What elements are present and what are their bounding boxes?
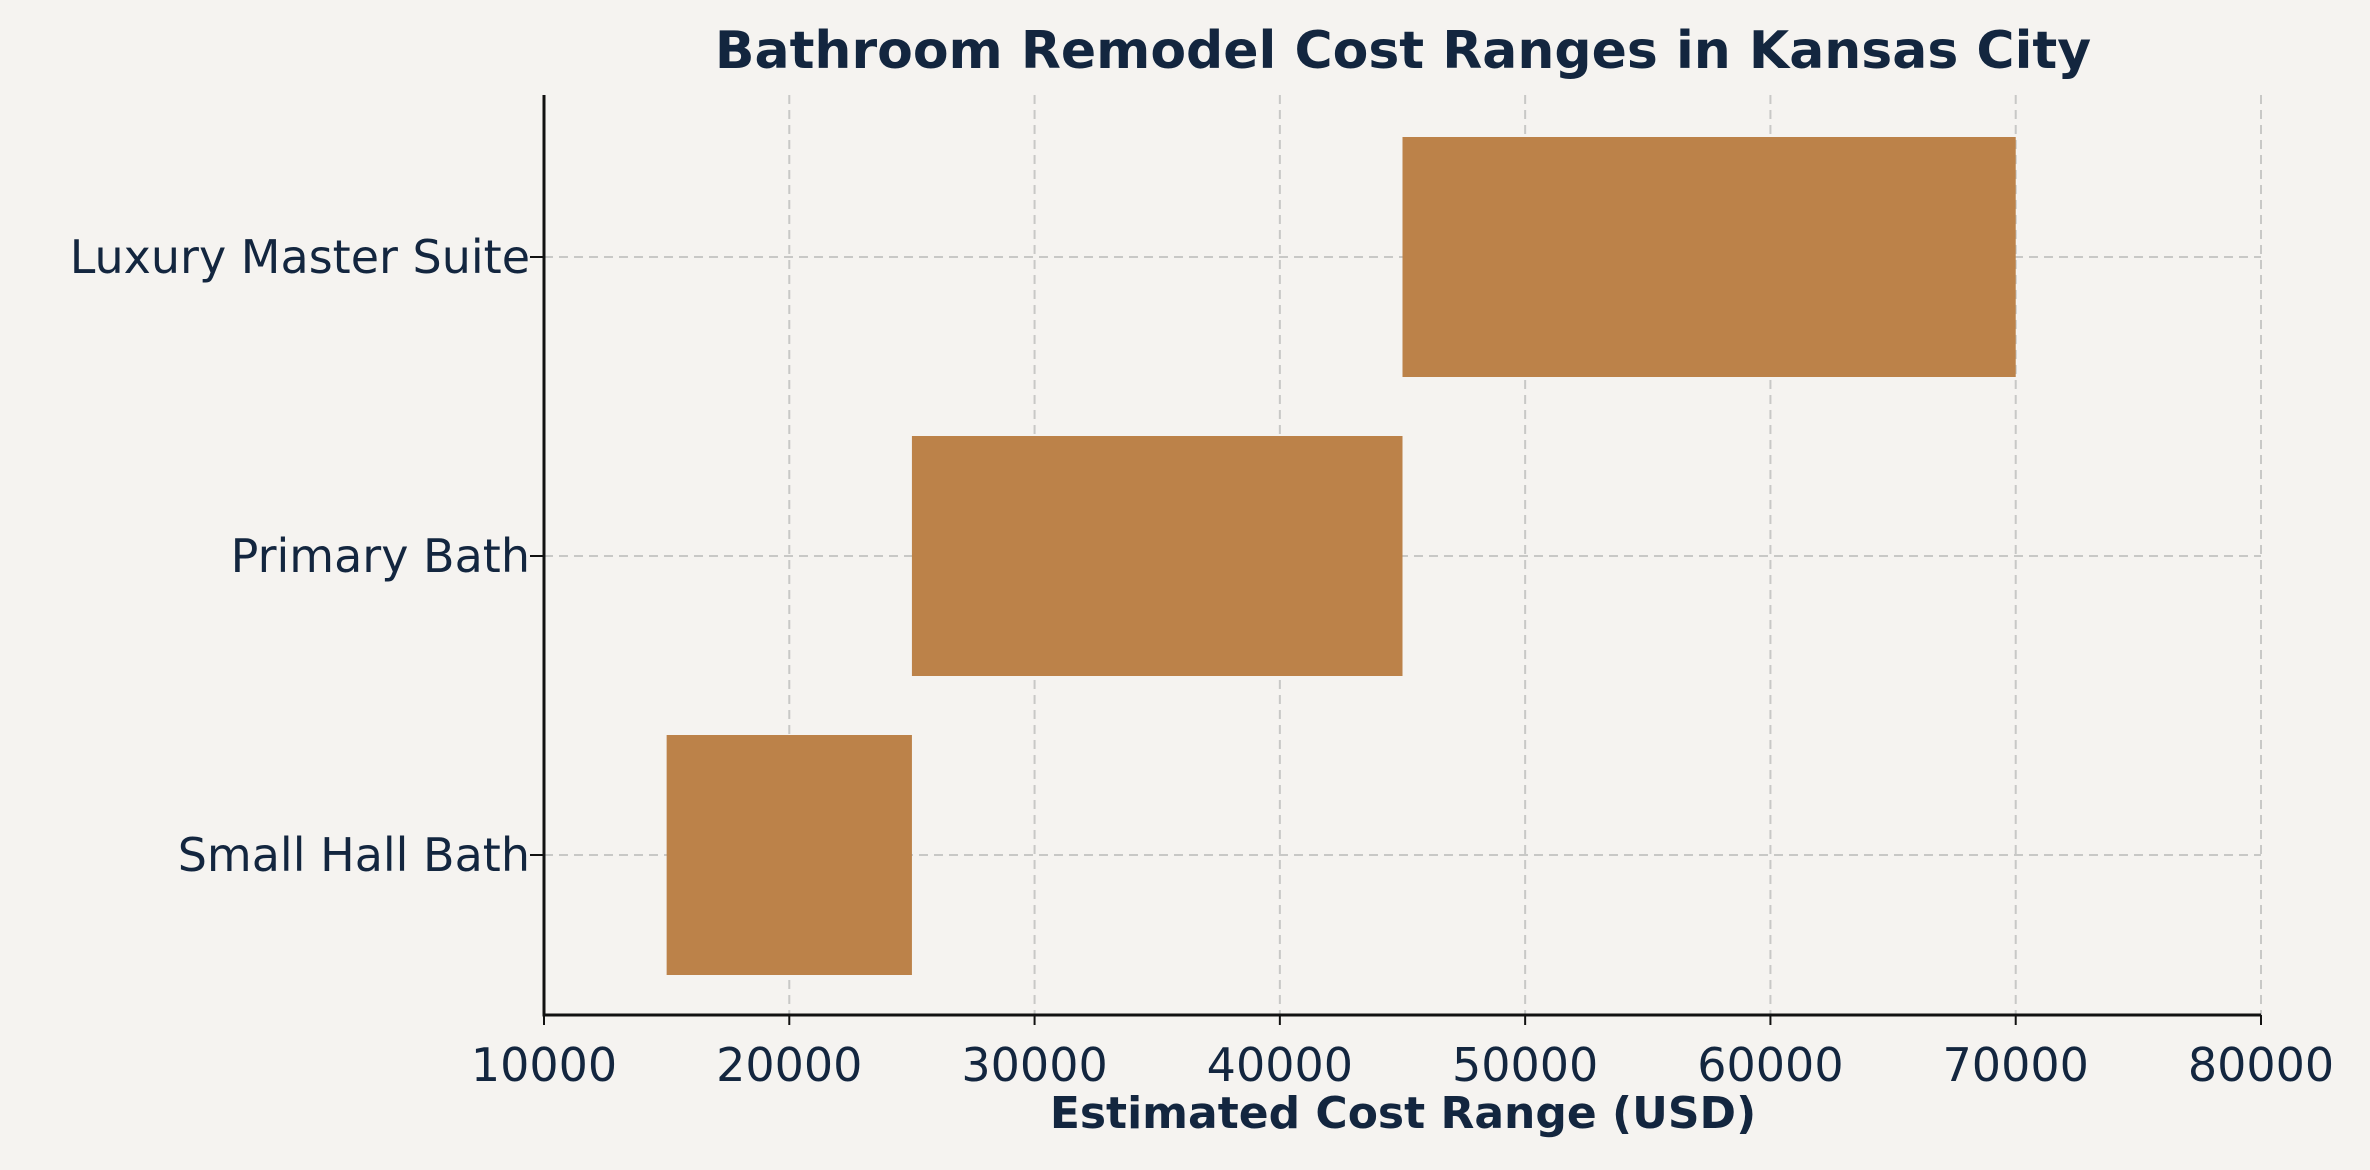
tick-labels: 10000 20000 30000 40000 50000 60000 70000 80000… (70, 230, 2334, 1092)
x-tick-label: 30000 (961, 1038, 1107, 1092)
category-label: Small Hall Bath (178, 828, 530, 882)
x-axis-label: Estimated Cost Range (USD) (1050, 1088, 1756, 1139)
x-tick-label: 20000 (716, 1038, 862, 1092)
range-bar (1402, 137, 2016, 377)
range-bar (666, 735, 912, 975)
category-label: Primary Bath (231, 529, 530, 583)
x-tick-label: 10000 (471, 1038, 617, 1092)
x-tick-label: 50000 (1452, 1038, 1598, 1092)
x-tick-label: 40000 (1207, 1038, 1353, 1092)
x-tick-label: 70000 (1943, 1038, 2089, 1092)
chart-title: Bathroom Remodel Cost Ranges in Kansas C… (715, 21, 2091, 81)
x-tick-label: 80000 (2188, 1038, 2334, 1092)
x-tick-label: 60000 (1697, 1038, 1843, 1092)
axes (530, 95, 2262, 1025)
category-label: Luxury Master Suite (70, 230, 530, 284)
range-bar (911, 436, 1403, 676)
range-bars (666, 137, 2016, 975)
